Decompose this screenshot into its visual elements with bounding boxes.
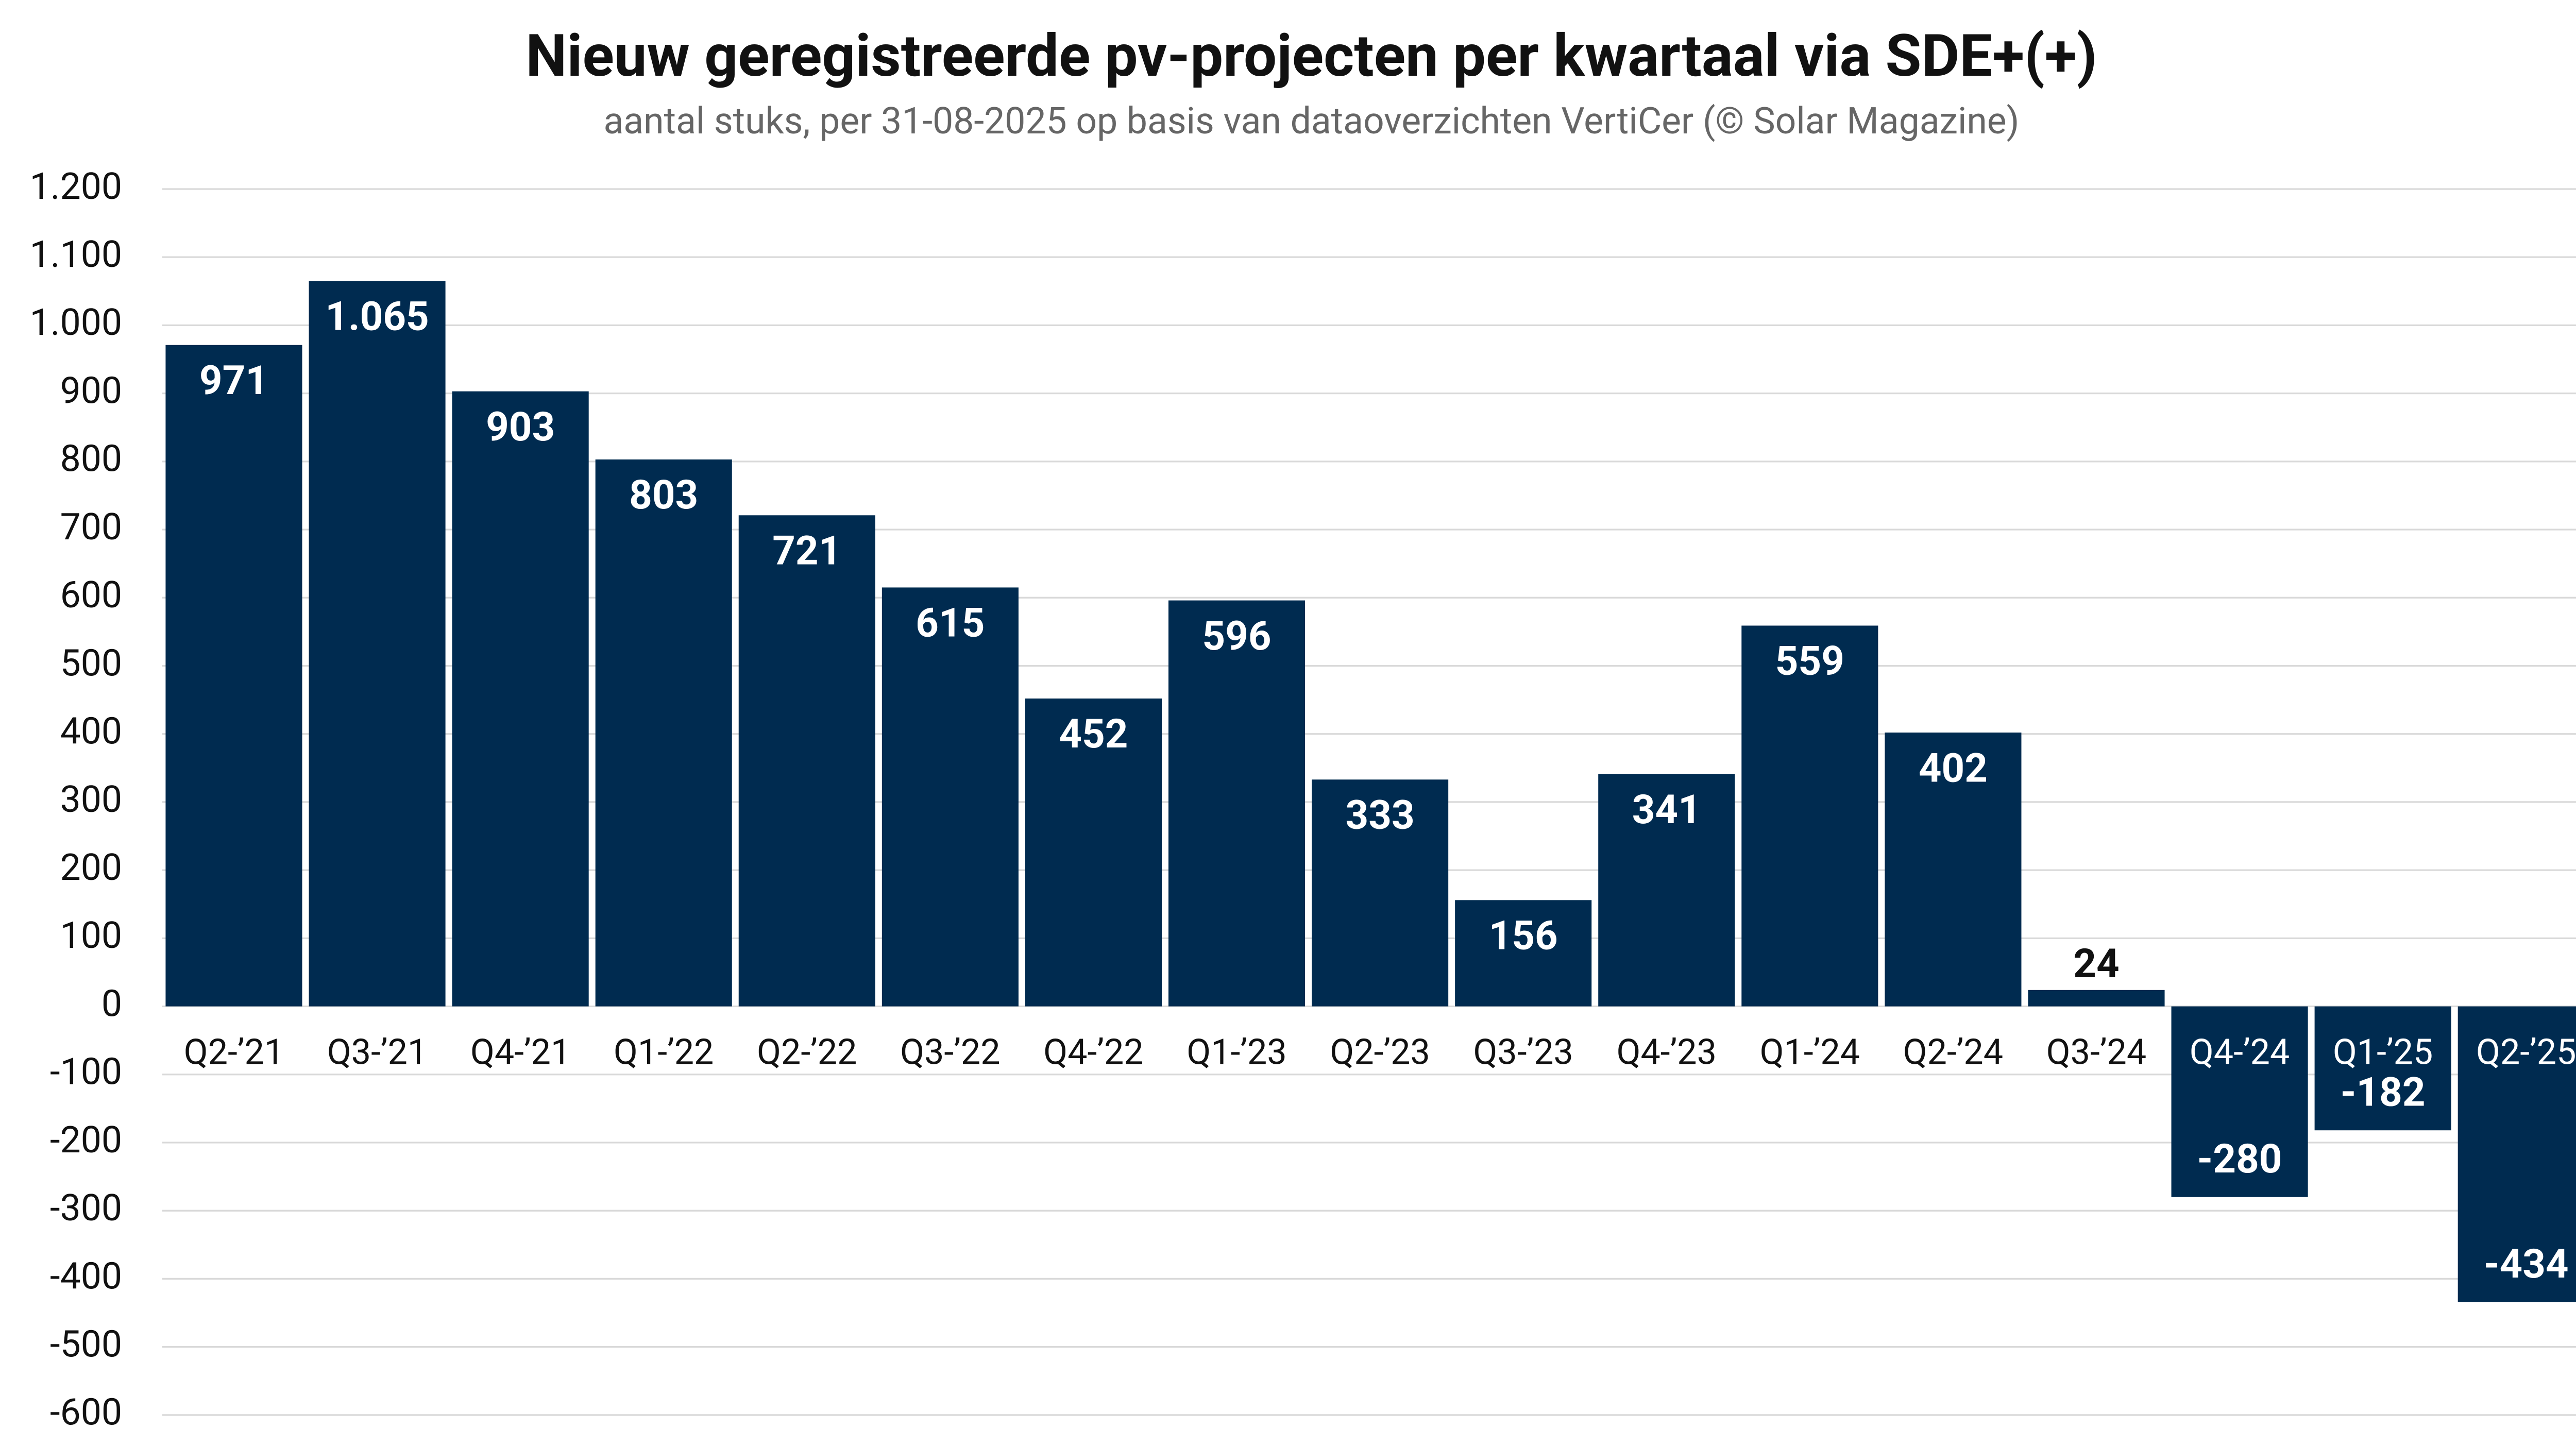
value-label: 721 <box>772 528 841 575</box>
value-label: 1.065 <box>325 294 429 341</box>
value-label: 903 <box>486 404 555 451</box>
x-tick-label: Q4-’23 <box>1617 1032 1717 1073</box>
value-label: -182 <box>2341 1069 2426 1116</box>
y-tick-label: 500 <box>60 642 122 685</box>
bar <box>1025 698 1162 1007</box>
bar <box>1885 733 2022 1007</box>
bar <box>2458 1006 2576 1302</box>
value-label: 452 <box>1059 711 1128 758</box>
y-tick-label: -300 <box>50 1187 122 1230</box>
x-tick-label: Q1-’23 <box>1187 1032 1286 1073</box>
y-tick-label: 1.200 <box>30 165 122 208</box>
y-tick-label: 700 <box>60 506 122 549</box>
value-label: 596 <box>1202 613 1271 660</box>
y-tick-label: 1.000 <box>30 301 122 344</box>
value-label: 333 <box>1346 792 1415 839</box>
y-tick-label: -600 <box>50 1391 122 1434</box>
value-label: 341 <box>1632 787 1701 833</box>
bar <box>2171 1006 2308 1197</box>
bar <box>1741 625 1878 1007</box>
x-tick-label: Q3-’22 <box>900 1032 1000 1073</box>
y-tick-label: 300 <box>60 778 122 821</box>
bar <box>165 345 302 1007</box>
x-tick-label: Q3-’23 <box>1473 1032 1573 1073</box>
x-tick-label: Q1-’24 <box>1760 1032 1860 1073</box>
chart-title: Nieuw geregistreerde pv-projecten per kw… <box>526 22 2097 90</box>
value-label: -280 <box>2197 1136 2282 1183</box>
bar <box>1312 779 1449 1007</box>
x-tick-label: Q2-’23 <box>1330 1032 1430 1073</box>
y-tick-label: -200 <box>50 1119 122 1162</box>
x-tick-label: Q4-’24 <box>2190 1032 2290 1073</box>
y-tick-label: 200 <box>60 846 122 889</box>
y-tick-label: -400 <box>50 1255 122 1298</box>
y-tick-label: 400 <box>60 710 122 753</box>
value-label: 559 <box>1775 638 1844 685</box>
x-tick-label: Q2-’25 <box>2476 1032 2576 1073</box>
value-label: 402 <box>1919 745 1988 792</box>
y-tick-label: 600 <box>60 574 122 617</box>
bar <box>738 515 875 1007</box>
y-tick-label: -100 <box>50 1051 122 1094</box>
y-tick-label: 900 <box>60 369 122 412</box>
y-tick-label: -500 <box>50 1323 122 1366</box>
x-tick-label: Q1-’25 <box>2333 1032 2433 1073</box>
y-tick-label: 800 <box>60 438 122 481</box>
value-label: -434 <box>2484 1241 2569 1288</box>
bar <box>882 587 1019 1007</box>
value-label: 156 <box>1489 913 1558 960</box>
y-tick-label: 1.100 <box>30 233 122 276</box>
x-tick-label: Q1-’22 <box>614 1032 714 1073</box>
value-label: 24 <box>2073 941 2119 988</box>
bar <box>2028 990 2165 1007</box>
value-label: 971 <box>199 358 268 404</box>
bar <box>2314 1006 2451 1131</box>
y-tick-label: 100 <box>60 914 122 957</box>
x-tick-label: Q3-’21 <box>327 1032 427 1073</box>
bar <box>1598 774 1735 1007</box>
bar <box>595 459 732 1007</box>
x-tick-label: Q4-’22 <box>1043 1032 1143 1073</box>
x-tick-label: Q3-’24 <box>2046 1032 2146 1073</box>
x-tick-label: Q4-’21 <box>470 1032 570 1073</box>
bar <box>1455 900 1592 1007</box>
chart-subtitle: aantal stuks, per 31-08-2025 op basis va… <box>603 100 2019 143</box>
bar <box>309 281 446 1007</box>
x-tick-label: Q2-’24 <box>1903 1032 2003 1073</box>
x-tick-label: Q2-’21 <box>184 1032 284 1073</box>
bar <box>452 391 589 1007</box>
x-tick-label: Q2-’22 <box>757 1032 857 1073</box>
value-label: 803 <box>629 472 698 519</box>
value-label: 615 <box>916 600 985 647</box>
y-tick-label: 0 <box>101 982 122 1025</box>
bar <box>1168 600 1306 1007</box>
